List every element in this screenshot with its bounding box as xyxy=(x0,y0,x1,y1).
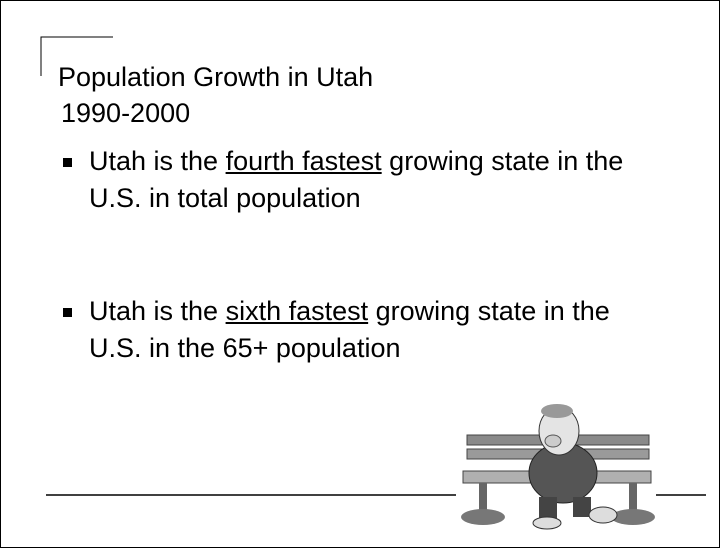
bench-cartoon xyxy=(461,404,655,529)
bullet-text: Utah is the fourth fastest growing state… xyxy=(89,143,639,217)
text: Utah is the xyxy=(89,296,226,326)
emphasis: fourth fastest xyxy=(226,146,382,176)
bullet-mark xyxy=(63,308,72,317)
bullet: Utah is the fourth fastest growing state… xyxy=(63,143,643,217)
bullet-text: Utah is the sixth fastest growing state … xyxy=(89,293,639,367)
subtitle: 1990-2000 xyxy=(61,95,190,132)
bullet: Utah is the sixth fastest growing state … xyxy=(63,293,643,367)
text: Utah is the xyxy=(89,146,226,176)
emphasis: sixth fastest xyxy=(226,296,369,326)
title: Population Growth in Utah xyxy=(58,59,373,96)
slide: Population Growth in Utah 1990-2000 Utah… xyxy=(0,0,720,548)
bullet-mark xyxy=(63,158,72,167)
